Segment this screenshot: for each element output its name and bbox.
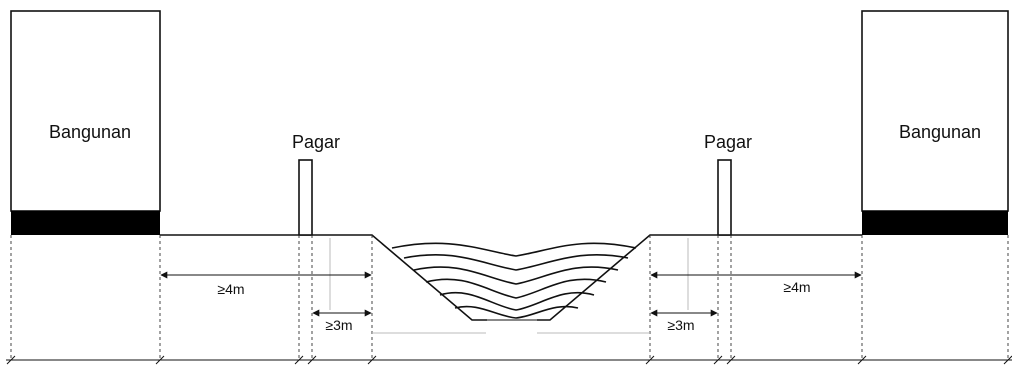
building-right-label: Bangunan — [899, 122, 981, 142]
dimension-right-inner: ≥3m — [650, 309, 718, 333]
river-water — [391, 242, 637, 319]
dimension-left-inner: ≥3m — [312, 309, 372, 333]
fence-left: Pagar — [292, 132, 340, 236]
dimension-left-outer-label: ≥4m — [217, 281, 244, 297]
dimension-left-outer: ≥4m — [160, 271, 372, 297]
fence-right-label: Pagar — [704, 132, 752, 152]
ground-left — [160, 234, 487, 321]
dimension-right-outer: ≥4m — [650, 271, 862, 295]
building-right-body — [861, 10, 1009, 212]
building-right: Bangunan — [861, 10, 1009, 235]
dimension-right-inner-label: ≥3m — [667, 317, 694, 333]
dimension-left-inner-label: ≥3m — [325, 317, 352, 333]
bank-guides — [329, 238, 689, 334]
fence-left-post — [298, 159, 313, 236]
building-left-foundation — [11, 211, 160, 235]
dimension-right-outer-label: ≥4m — [783, 279, 810, 295]
building-left-label: Bangunan — [49, 122, 131, 142]
baseline — [6, 355, 1012, 365]
ground-right — [537, 234, 862, 321]
fence-right: Pagar — [704, 132, 752, 236]
building-left: Bangunan — [10, 10, 161, 235]
fence-left-label: Pagar — [292, 132, 340, 152]
building-right-foundation — [862, 211, 1008, 235]
extension-lines — [10, 235, 1009, 360]
fence-right-post — [717, 159, 732, 236]
building-left-body — [10, 10, 161, 212]
